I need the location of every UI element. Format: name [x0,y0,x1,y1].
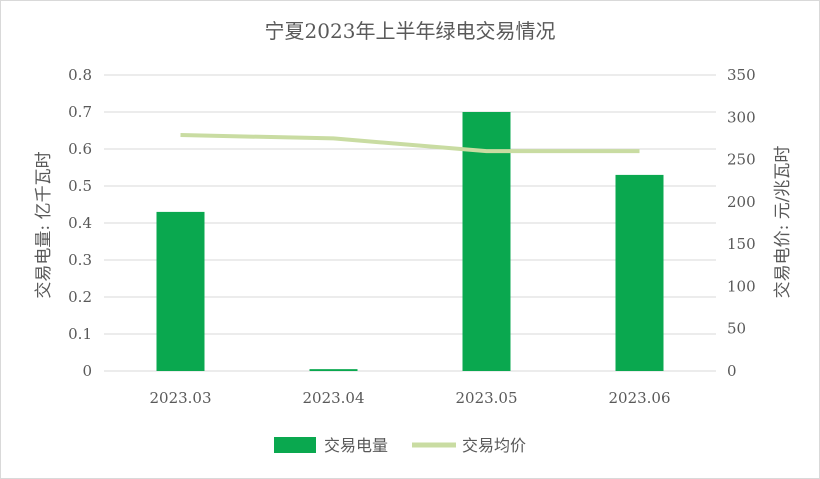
bar-series [156,112,664,371]
y-left-tick-label: 0.4 [68,214,92,232]
line-path [180,133,640,154]
bar [462,112,511,371]
x-tick-label: 2023.03 [149,389,211,407]
y-right-tick-label: 300 [727,108,756,126]
y-left-tick-label: 0.2 [68,288,92,306]
legend-swatch-bar [274,437,316,453]
y-left-tick-label: 0 [82,362,92,380]
y-left-tick-label: 0.8 [68,66,92,84]
chart-title: 宁夏2023年上半年绿电交易情况 [265,19,556,43]
legend-label-bar: 交易电量 [324,436,388,455]
y-right-ticks: 0 50 100 150 200 250 300 350 [727,66,756,380]
y-left-axis-title: 交易电量: 亿千瓦时 [34,151,54,298]
y-right-tick-label: 200 [727,193,756,211]
y-right-axis-title: 交易电价: 元/兆瓦时 [773,146,793,299]
bar [156,211,205,371]
y-right-tick-label: 50 [727,320,746,338]
x-tick-label: 2023.05 [455,389,517,407]
y-left-tick-label: 0.7 [68,103,92,121]
line-series [180,133,640,154]
y-right-tick-label: 350 [727,66,756,84]
gridlines [104,74,716,372]
x-tick-label: 2023.04 [302,389,364,407]
bar [615,174,664,371]
x-ticks: 2023.03 2023.04 2023.05 2023.06 [149,389,670,407]
legend: 交易电量 交易均价 [274,436,526,455]
y-left-tick-label: 0.3 [68,251,92,269]
legend-label-line: 交易均价 [462,436,526,455]
y-right-tick-label: 0 [727,362,737,380]
x-tick-label: 2023.06 [608,389,670,407]
y-right-tick-label: 100 [727,277,756,295]
y-right-tick-label: 250 [727,151,756,169]
y-left-tick-label: 0.5 [68,177,92,195]
bar [309,369,358,371]
y-left-ticks: 0 0.1 0.2 0.3 0.4 0.5 0.6 0.7 0.8 [68,66,92,380]
y-left-tick-label: 0.6 [68,140,92,158]
y-left-tick-label: 0.1 [68,325,92,343]
y-right-tick-label: 150 [727,235,756,253]
